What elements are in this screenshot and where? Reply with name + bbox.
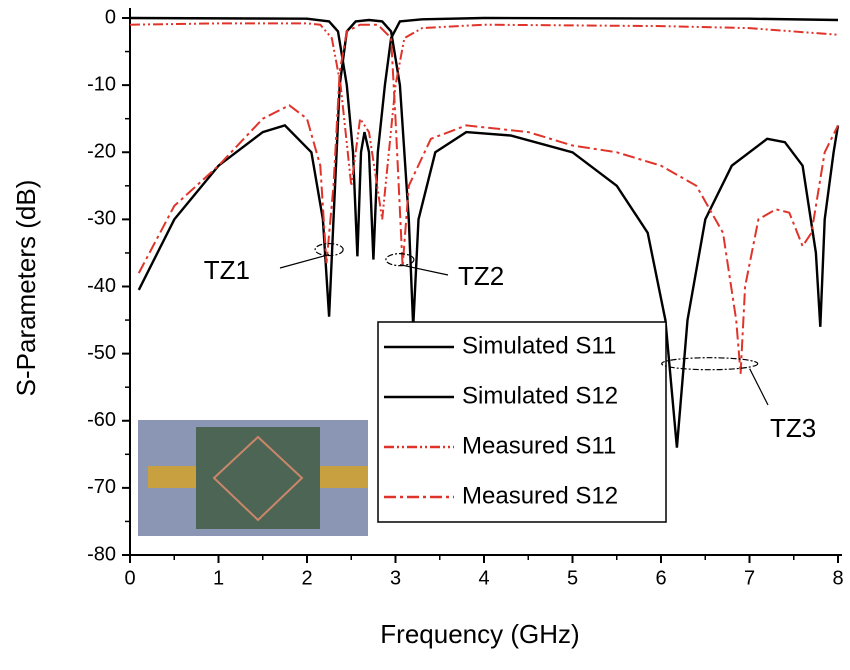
x-tick-label: 7 [744,567,755,589]
x-axis-label: Frequency (GHz) [380,619,579,649]
x-tick-label: 5 [567,567,578,589]
x-tick-label: 4 [478,567,489,589]
connector [320,466,368,488]
y-tick-label: -50 [87,342,116,364]
annotation: TZ3 [770,413,816,443]
legend-label: Simulated S12 [462,382,618,409]
legend-label: Measured S12 [462,482,618,509]
annotation: TZ2 [458,261,504,291]
connector [148,466,196,488]
inset-photo [138,420,368,536]
trace [212,435,304,522]
series-line [129,22,839,220]
series-line [137,23,839,374]
legend-label: Simulated S11 [462,332,616,359]
tz-marker [661,357,759,371]
y-tick-label: -80 [87,543,116,565]
tz-marker [314,242,344,257]
series-line [129,16,839,260]
y-tick-label: -30 [87,208,116,230]
y-axis-label: S-Parameters (dB) [11,180,41,397]
y-tick-label: -20 [87,141,116,163]
y-tick-label: -40 [87,275,116,297]
legend-box [377,321,667,523]
x-tick-label: 3 [390,567,401,589]
y-tick-label: -70 [87,476,116,498]
board [196,427,320,529]
y-tick-label: 0 [105,6,116,28]
y-tick-label: -60 [87,409,116,431]
tz-arrow [399,264,449,276]
x-tick-label: 0 [124,567,135,589]
x-tick-label: 1 [213,567,224,589]
tz-arrow [279,254,330,269]
x-tick-label: 6 [655,567,666,589]
x-tick-label: 8 [832,567,843,589]
legend-label: Measured S11 [462,432,616,459]
annotation: TZ1 [204,255,250,285]
tz-marker [385,253,415,267]
x-tick-label: 2 [301,567,312,589]
tz-arrow [749,368,769,406]
y-tick-label: -10 [87,73,116,95]
